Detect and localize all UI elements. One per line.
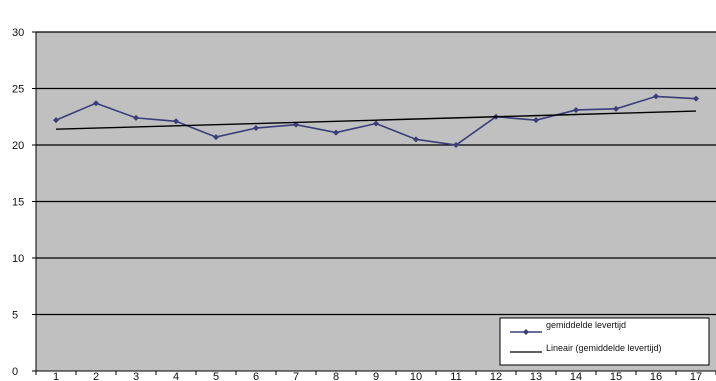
data-point <box>93 100 99 107</box>
y-tick-label: 25 <box>12 84 24 96</box>
data-point <box>693 95 699 102</box>
x-tick-label: 17 <box>690 371 702 381</box>
series-line-1 <box>55 110 697 130</box>
data-point <box>653 93 659 100</box>
legend: gemiddelde levertijd Lineair (gemiddelde… <box>499 317 710 366</box>
legend-label-trendline: Lineair (gemiddelde levertijd) <box>546 343 662 353</box>
legend-box <box>499 317 710 366</box>
data-point <box>373 120 379 127</box>
data-point <box>53 117 59 124</box>
x-tick-label: 5 <box>213 371 219 381</box>
series-lines <box>53 93 699 148</box>
y-tick-label: 5 <box>12 310 18 322</box>
x-tick-label: 9 <box>373 371 379 381</box>
gridlines <box>32 31 716 372</box>
y-tick-labels: 0 5 10 15 20 25 30 <box>12 27 24 378</box>
x-tick-label: 15 <box>610 371 622 381</box>
y-tick-label: 15 <box>12 197 24 209</box>
data-point <box>293 121 299 128</box>
x-tick-label: 8 <box>333 371 339 381</box>
y-tick-label: 10 <box>12 253 24 265</box>
data-point <box>253 125 259 132</box>
x-tick-label: 6 <box>253 371 259 381</box>
x-tick-label: 12 <box>490 371 502 381</box>
data-point <box>573 106 579 113</box>
x-tick-labels: 1 2 3 4 5 6 7 8 9 10 11 12 13 14 15 16 17 <box>53 371 702 381</box>
x-tick-label: 10 <box>410 371 422 381</box>
data-point <box>333 129 339 136</box>
data-point <box>413 136 419 143</box>
x-tick-label: 4 <box>173 371 179 381</box>
data-point <box>173 118 179 125</box>
y-tick-label: 30 <box>12 27 24 39</box>
x-tick-label: 11 <box>450 371 461 381</box>
data-point <box>133 114 139 121</box>
data-point <box>613 105 619 112</box>
x-tick-label: 14 <box>570 371 582 381</box>
x-tick-label: 16 <box>650 371 662 381</box>
x-tick-label: 7 <box>293 371 299 381</box>
axes <box>35 32 716 375</box>
x-tick-label: 3 <box>133 371 139 381</box>
data-point <box>213 134 219 141</box>
data-point <box>453 142 459 148</box>
y-tick-label: 20 <box>12 140 24 152</box>
legend-marker-average <box>523 329 529 335</box>
x-tick-label: 1 <box>53 371 59 381</box>
y-tick-label: 0 <box>12 366 18 378</box>
legend-label-average: gemiddelde levertijd <box>546 320 626 330</box>
x-tick-label: 2 <box>93 371 99 381</box>
x-tick-label: 13 <box>530 371 542 381</box>
data-point <box>533 117 539 124</box>
